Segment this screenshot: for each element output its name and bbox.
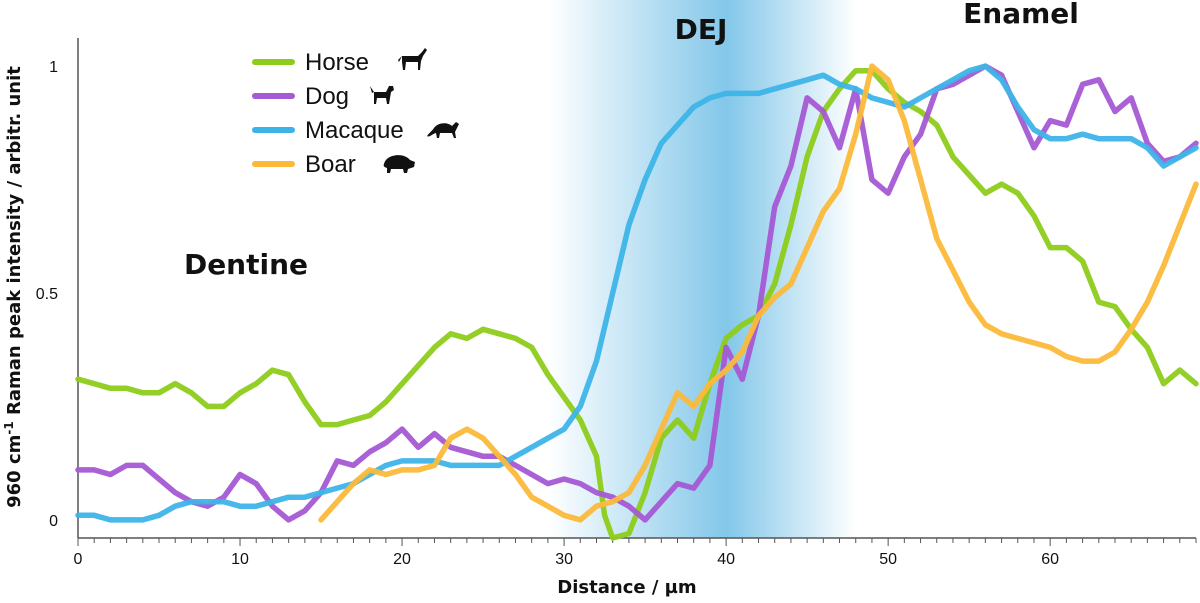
x-tick-label: 0	[74, 551, 83, 568]
y-tick-label: 0	[49, 513, 58, 530]
region-label-dentine: Dentine	[184, 248, 308, 281]
series-line-horse	[75, 67, 1199, 541]
region-label-enamel: Enamel	[963, 0, 1079, 30]
legend-label-horse: Horse	[305, 49, 369, 76]
y-axis-title: 960 cm-1 Raman peak intensity / arbitr. …	[2, 66, 25, 508]
legend-label-boar: Boar	[305, 151, 356, 178]
series-line-macaque	[75, 63, 1199, 523]
x-tick-label: 60	[1041, 551, 1059, 568]
x-tick-label: 40	[717, 551, 735, 568]
labels: Dentine DEJ Enamel	[184, 0, 1079, 281]
x-tick-label: 50	[879, 551, 897, 568]
x-tick-label: 20	[393, 551, 411, 568]
y-tick-label: 0.5	[36, 286, 58, 303]
dej-band	[547, 0, 856, 538]
macaque-icon	[427, 122, 459, 138]
dog-icon	[370, 86, 394, 104]
x-tick-label: 30	[555, 551, 573, 568]
legend-label-dog: Dog	[305, 83, 349, 110]
series-group	[75, 63, 1199, 541]
x-axis-title: Distance / µm	[557, 577, 696, 598]
series-line-boar	[318, 63, 1199, 523]
horse-icon	[398, 48, 427, 70]
boar-icon	[383, 155, 415, 173]
region-label-dej: DEJ	[675, 13, 728, 46]
axes: 0 10 20 30 40 50 60 0 0.5 1 Distance / µm 960 cm-1 …	[2, 38, 1197, 598]
legend-label-macaque: Macaque	[305, 117, 404, 144]
legend: Horse Dog Macaque Boar	[252, 48, 459, 178]
x-tick-label: 10	[231, 551, 249, 568]
y-tick-label: 1	[49, 59, 58, 76]
